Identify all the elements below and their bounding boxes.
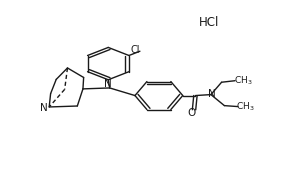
Text: N: N xyxy=(105,79,112,89)
Text: Cl: Cl xyxy=(130,45,140,55)
Text: CH$_3$: CH$_3$ xyxy=(237,101,255,113)
Text: CH$_3$: CH$_3$ xyxy=(234,74,252,87)
Text: N: N xyxy=(208,89,216,99)
Text: HCl: HCl xyxy=(199,16,220,29)
Text: N: N xyxy=(40,103,48,113)
Text: O: O xyxy=(188,108,196,118)
